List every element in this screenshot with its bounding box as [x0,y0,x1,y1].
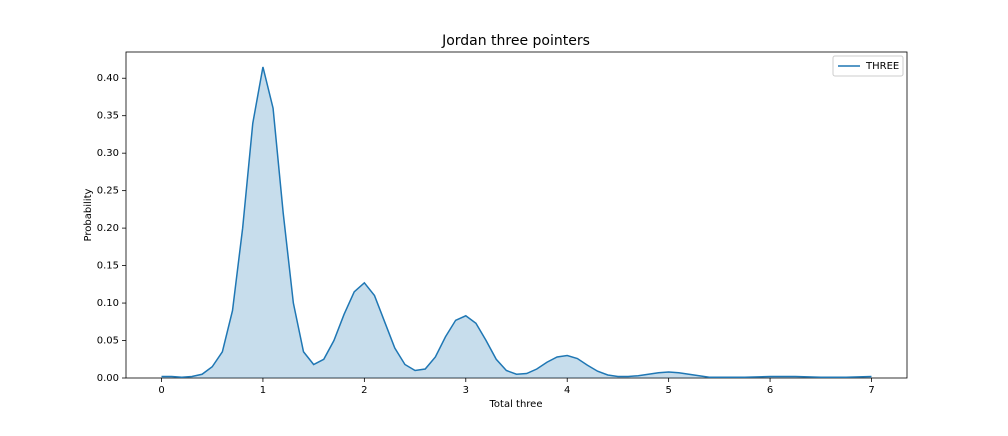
density-area [161,66,872,379]
y-tick-label: 0.00 [97,373,119,384]
y-tick-label: 0.10 [97,298,119,309]
legend-box [832,55,904,77]
x-tick-label: 6 [767,385,773,396]
plot-frame [125,51,908,379]
density-line [161,66,872,379]
x-tick-label: 0 [158,385,164,396]
y-tick-label: 0.15 [97,261,119,272]
y-tick-label: 0.25 [97,186,119,197]
x-tick-label: 5 [665,385,671,396]
y-tick-label: 0.05 [97,336,119,347]
x-tick-label: 1 [260,385,266,396]
y-tick-label: 0.40 [97,73,119,84]
x-tick-label: 4 [564,385,570,396]
y-tick-label: 0.30 [97,148,119,159]
y-tick-label: 0.35 [97,111,119,122]
x-tick-label: 3 [463,385,469,396]
chart-title: Jordan three pointers [441,33,590,49]
y-tick-label: 0.20 [97,223,119,234]
x-tick-label: 2 [361,385,367,396]
y-axis-label: Probability [83,188,94,241]
x-axis-label: Total three [489,399,543,410]
x-tick-label: 7 [868,385,874,396]
legend [832,55,904,77]
legend-label: THREE [865,61,899,72]
